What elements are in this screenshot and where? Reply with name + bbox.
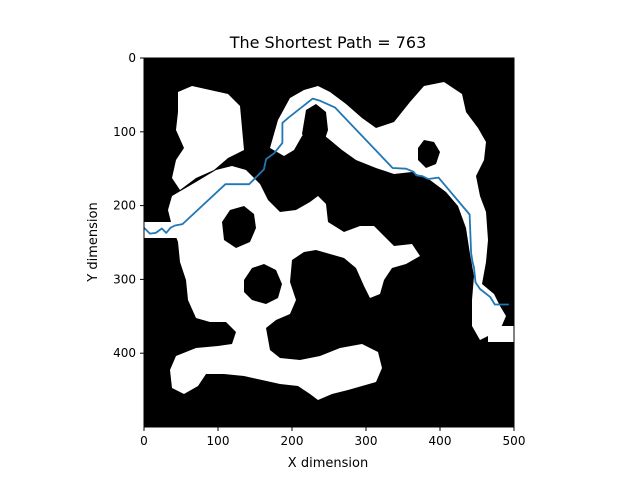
obstacles-inner bbox=[222, 104, 440, 304]
x-tick-label: 200 bbox=[281, 434, 304, 448]
obstacle-island-left bbox=[222, 206, 256, 248]
x-axis: 0 100 200 300 400 500 bbox=[140, 427, 525, 448]
x-tick-label: 0 bbox=[140, 434, 148, 448]
obstacle-island-right bbox=[418, 140, 440, 168]
plot-frame bbox=[143, 57, 515, 428]
free-region-top-centre bbox=[270, 82, 506, 340]
x-axis-label: X dimension bbox=[288, 456, 368, 471]
x-tick-label: 500 bbox=[503, 434, 526, 448]
x-tick-label: 400 bbox=[429, 434, 452, 448]
map-image bbox=[144, 58, 514, 427]
shortest-path-line bbox=[144, 97, 509, 306]
x-tick-label: 300 bbox=[355, 434, 378, 448]
x-tick-label: 100 bbox=[207, 434, 230, 448]
chart-title: The Shortest Path = 763 bbox=[229, 33, 427, 52]
y-axis: 0 100 200 300 400 bbox=[113, 51, 144, 360]
obstacle-island-upper bbox=[302, 104, 328, 150]
obstacle-island-centre bbox=[244, 264, 282, 304]
y-tick-label: 0 bbox=[128, 51, 136, 65]
y-tick-label: 200 bbox=[113, 199, 136, 213]
free-region-right-exit bbox=[488, 326, 514, 342]
y-tick-label: 300 bbox=[113, 272, 136, 286]
y-tick-label: 400 bbox=[113, 346, 136, 360]
y-axis-label: Y dimension bbox=[86, 202, 101, 282]
free-region-top-left bbox=[172, 86, 244, 190]
y-tick-label: 100 bbox=[113, 125, 136, 139]
